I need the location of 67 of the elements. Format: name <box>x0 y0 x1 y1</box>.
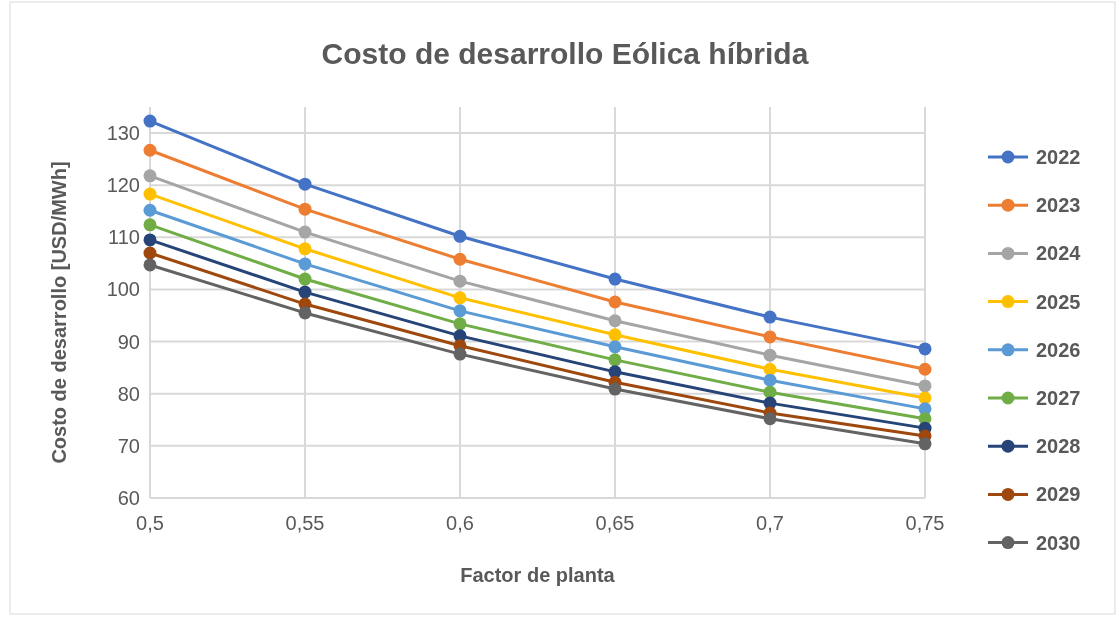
point <box>298 202 312 216</box>
point <box>608 328 622 342</box>
point <box>763 412 777 426</box>
point <box>918 362 932 376</box>
point <box>298 272 312 286</box>
point <box>143 143 157 157</box>
point <box>763 330 777 344</box>
point <box>608 340 622 354</box>
y-axis-title: Costo de desarrollo [USD/MWh] <box>48 161 70 464</box>
legend-label: 2028 <box>1036 435 1081 458</box>
x-tick-label: 0,6 <box>446 512 474 534</box>
x-tick-label: 0,65 <box>595 512 635 534</box>
point <box>143 218 157 232</box>
point <box>143 203 157 217</box>
point <box>918 379 932 393</box>
point <box>453 291 467 305</box>
point <box>143 233 157 247</box>
point <box>298 306 312 320</box>
point <box>298 177 312 191</box>
point <box>918 342 932 356</box>
point <box>453 229 467 243</box>
y-tick-label: 130 <box>106 122 140 145</box>
point <box>298 242 312 256</box>
point <box>763 348 777 362</box>
legend-label: 2022 <box>1036 146 1081 168</box>
point <box>608 382 622 396</box>
x-tick-label: 0,75 <box>905 512 945 534</box>
point <box>143 114 157 128</box>
point <box>298 225 312 239</box>
point <box>143 246 157 260</box>
point <box>608 314 622 328</box>
y-tick-label: 120 <box>106 174 140 197</box>
point <box>143 187 157 201</box>
y-tick-label: 60 <box>117 487 140 509</box>
chart-title: Costo de desarrollo Eólica híbrida <box>321 37 809 70</box>
y-tick-label: 80 <box>117 382 140 405</box>
legend-label: 2029 <box>1036 483 1081 506</box>
point <box>763 310 777 324</box>
point <box>453 252 467 266</box>
point <box>143 258 157 272</box>
x-tick-label: 0,5 <box>136 512 164 534</box>
point <box>453 274 467 288</box>
legend-label: 2025 <box>1036 290 1081 313</box>
point <box>453 347 467 361</box>
legend-label: 2024 <box>1036 242 1082 265</box>
legend-label: 2026 <box>1036 338 1081 361</box>
point <box>298 285 312 299</box>
point <box>608 272 622 286</box>
point <box>453 304 467 318</box>
point <box>143 169 157 183</box>
legend-label: 2027 <box>1036 387 1081 409</box>
legend-label: 2030 <box>1036 531 1081 554</box>
point <box>763 362 777 376</box>
point <box>763 373 777 387</box>
point <box>608 295 622 309</box>
point <box>298 257 312 271</box>
y-tick-label: 100 <box>106 278 140 301</box>
point <box>608 353 622 367</box>
y-tick-label: 70 <box>117 434 140 457</box>
y-tick-label: 90 <box>117 330 140 353</box>
x-axis-title: Factor de planta <box>460 564 616 586</box>
x-tick-label: 0,55 <box>285 512 325 534</box>
legend-label: 2023 <box>1036 194 1081 217</box>
y-tick-label: 110 <box>108 226 140 249</box>
x-tick-label: 0,7 <box>756 512 784 534</box>
point <box>453 317 467 331</box>
point <box>918 437 932 451</box>
